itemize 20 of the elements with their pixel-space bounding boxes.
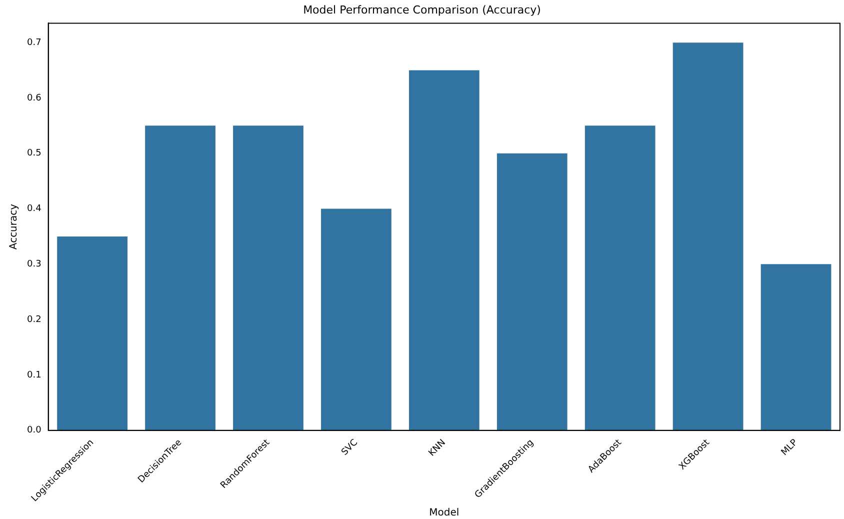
y-tick-label: 0.5 [26,148,42,159]
y-tick-label: 0.7 [26,38,42,48]
chart-title: Model Performance Comparison (Accuracy) [303,3,541,16]
y-tick-label: 0.6 [26,93,42,104]
y-tick-label: 0.0 [26,426,42,436]
bar [57,236,128,430]
x-axis-title: Model [429,508,460,519]
bar [145,126,216,430]
y-tick-label: 0.2 [26,314,42,325]
bar [321,208,392,430]
y-tick-label: 0.4 [26,204,42,214]
y-tick-label: 0.3 [26,260,42,270]
bar [233,126,304,430]
bar [408,70,480,430]
bar [672,42,744,430]
y-tick-label: 0.1 [26,370,42,380]
bar [584,126,656,430]
y-axis-title: Accuracy [8,204,20,250]
bar [760,264,832,430]
bar [496,153,568,430]
